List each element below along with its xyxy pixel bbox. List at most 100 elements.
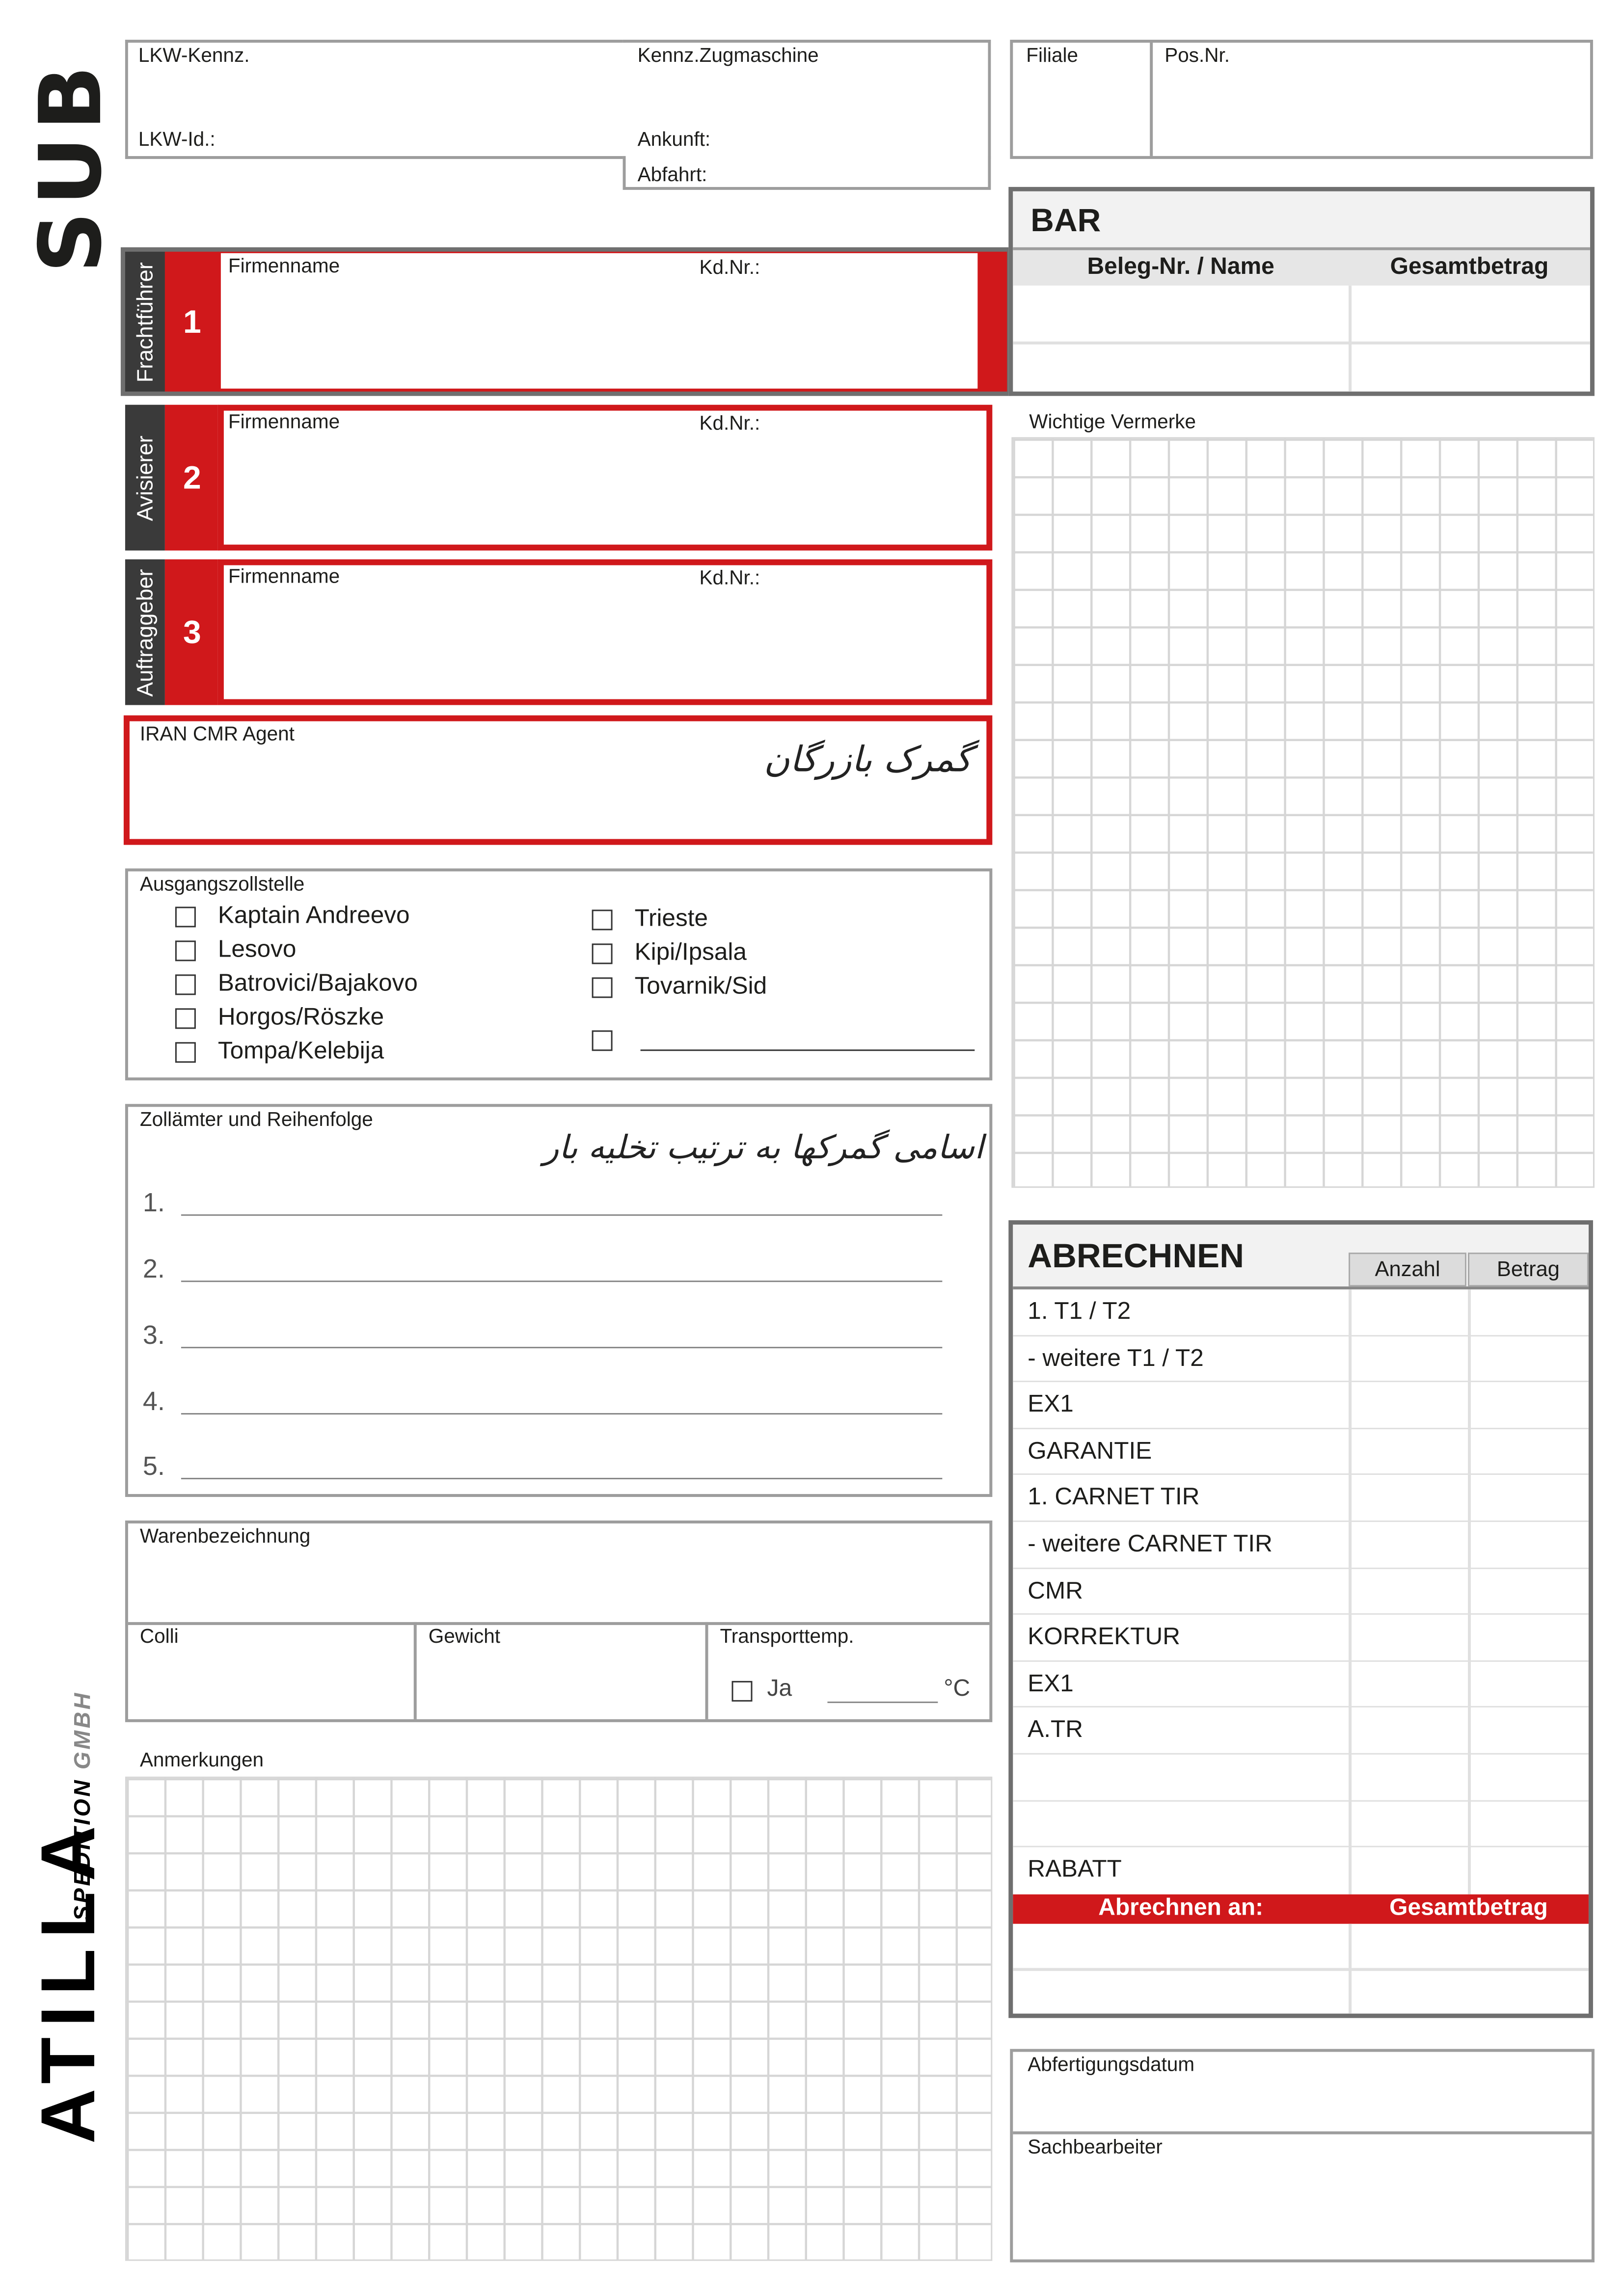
sachbearbeiter-label: Sachbearbeiter — [1028, 2136, 1163, 2158]
abrechnen-row[interactable]: RABATT — [1028, 1856, 1122, 1883]
role-label: Avisierer — [132, 435, 158, 521]
party-number: 3 — [164, 559, 219, 705]
abrechnen-row[interactable]: 1. CARNET TIR — [1013, 1475, 1589, 1522]
party-number: 2 — [164, 404, 219, 551]
sub-label: SUB — [20, 59, 121, 273]
checkbox[interactable] — [592, 1030, 613, 1051]
avisierer-block: Avisierer 2 Firmenname Kd.Nr.: — [125, 404, 993, 551]
zoll-line-field[interactable] — [181, 1281, 943, 1282]
gesamtbetrag-header: Gesamtbetrag — [1390, 254, 1549, 280]
checkbox[interactable] — [175, 907, 196, 928]
anzahl-header: Anzahl — [1349, 1253, 1467, 1287]
abrechnen-box: ABRECHNEN Anzahl Betrag 1. T1 / T2 - wei… — [1008, 1220, 1593, 2018]
abfertigung-box: Abfertigungsdatum Sachbearbeiter — [1010, 2049, 1595, 2263]
ankunft-label: Ankunft: — [637, 128, 711, 150]
option-label: Tompa/Kelebija — [217, 1038, 384, 1065]
abrechnen-row[interactable]: - weitere T1 / T2 — [1013, 1336, 1589, 1383]
abrechnen-row[interactable]: 1. T1 / T2 — [1013, 1289, 1589, 1336]
zoll-line-field[interactable] — [181, 1214, 943, 1216]
zoll-line-field[interactable] — [181, 1477, 943, 1479]
abrechnen-row[interactable]: KORREKTUR — [1013, 1615, 1589, 1662]
abrechnen-row[interactable] — [1013, 1801, 1589, 1848]
checkbox[interactable] — [175, 1042, 196, 1063]
iran-cmr-agent-box[interactable]: IRAN CMR Agent گمرک بازرگان — [123, 715, 993, 845]
line-number: 1. — [142, 1188, 165, 1218]
firmenname-label: Firmenname — [228, 254, 340, 277]
lkw-id-label: LKW-Id.: — [138, 128, 216, 150]
vermerke-label: Wichtige Vermerke — [1029, 410, 1196, 433]
bar-title: BAR — [1030, 201, 1101, 239]
ausgang-label: Ausgangszollstelle — [139, 873, 305, 895]
option-label: Tovarnik/Sid — [634, 973, 767, 1000]
transporttemp-label: Transporttemp. — [720, 1625, 854, 1647]
checkbox[interactable] — [592, 909, 613, 931]
colli-label: Colli — [139, 1625, 179, 1647]
firm-field[interactable] — [217, 559, 993, 705]
firmenname-label: Firmenname — [228, 565, 340, 587]
kdnr-label: Kd.Nr.: — [699, 256, 760, 278]
checkbox[interactable] — [175, 940, 196, 961]
filiale-label: Filiale — [1026, 44, 1079, 66]
abrechnen-an-label: Abrechnen an: — [1098, 1896, 1264, 1921]
option-label: Horgos/Röszke — [217, 1004, 384, 1031]
zoll-label: Zollämter und Reihenfolge — [139, 1108, 373, 1131]
abrechnen-an-field[interactable] — [1013, 1923, 1589, 2014]
checkbox[interactable] — [175, 974, 196, 995]
pos-nr-label: Pos.Nr. — [1164, 44, 1230, 66]
frachtfuehrer-block: Frachtführer 1 Firmenname Kd.Nr.: — [120, 247, 1012, 396]
abrechnen-row[interactable]: A.TR — [1013, 1708, 1589, 1755]
atilla-logo: ATILLA SPEDITION GMBH — [26, 1691, 112, 2144]
abfahrt-label: Abfahrt: — [637, 163, 707, 186]
bar-row[interactable] — [1013, 341, 1590, 344]
handwritten-zoll: اسامی گمرکها به ترتیب تخلیه بار — [543, 1130, 984, 1168]
kennz-zugmaschine-label: Kennz.Zugmaschine — [637, 44, 819, 66]
line-number: 4. — [142, 1387, 165, 1416]
firmenname-label: Firmenname — [228, 410, 340, 433]
zoll-line-field[interactable] — [181, 1347, 943, 1349]
ausgangszollstelle-box: Ausgangszollstelle Kaptain Andreevo Leso… — [125, 868, 993, 1081]
bar-box: BAR Beleg-Nr. / Name Gesamtbetrag — [1008, 187, 1595, 396]
auftraggeber-block: Auftraggeber 3 Firmenname Kd.Nr.: — [125, 559, 993, 705]
abrechnen-row[interactable]: EX1 — [1013, 1383, 1589, 1429]
ware-label: Warenbezeichnung — [139, 1524, 311, 1547]
abfertigungsdatum-label: Abfertigungsdatum — [1028, 2053, 1195, 2076]
firm-field[interactable] — [220, 253, 978, 389]
ja-checkbox[interactable] — [731, 1681, 753, 1702]
role-label: Frachtführer — [132, 261, 158, 382]
firm-field[interactable] — [217, 404, 993, 551]
role-label: Auftraggeber — [132, 568, 158, 696]
option-label: Kaptain Andreevo — [217, 902, 410, 929]
checkbox[interactable] — [592, 943, 613, 964]
kdnr-label: Kd.Nr.: — [699, 412, 760, 434]
abrechnen-row[interactable]: CMR — [1013, 1569, 1589, 1615]
ja-label: Ja — [767, 1676, 792, 1702]
checkbox[interactable] — [592, 977, 613, 998]
truck-info-box: LKW-Kennz. Kennz.Zugmaschine LKW-Id.: An… — [125, 39, 991, 190]
gesamtbetrag-label: Gesamtbetrag — [1389, 1896, 1548, 1921]
filiale-box: Filiale Pos.Nr. — [1010, 39, 1593, 159]
line-number: 3. — [142, 1320, 165, 1350]
zollaemter-box: Zollämter und Reihenfolge اسامی گمرکها ب… — [125, 1104, 993, 1497]
line-number: 2. — [142, 1254, 165, 1284]
abrechnen-title: ABRECHNEN — [1028, 1236, 1245, 1275]
temperature-field[interactable] — [827, 1701, 938, 1703]
option-label: Kipi/Ipsala — [634, 939, 747, 966]
abrechnen-row[interactable]: EX1 — [1013, 1661, 1589, 1709]
abrechnen-row[interactable] — [1013, 1755, 1589, 1801]
abrechnen-row[interactable]: GARANTIE — [1013, 1429, 1589, 1476]
option-label: Trieste — [634, 905, 708, 932]
kdnr-label: Kd.Nr.: — [699, 566, 760, 589]
other-line-field[interactable] — [640, 1049, 975, 1051]
abrechnen-row[interactable]: - weitere CARNET TIR — [1013, 1522, 1589, 1569]
warenbezeichnung-box: Warenbezeichnung Colli Gewicht Transport… — [125, 1520, 993, 1722]
zoll-line-field[interactable] — [181, 1413, 943, 1415]
anmerkungen-grid[interactable] — [125, 1776, 993, 2261]
checkbox[interactable] — [175, 1008, 196, 1029]
vermerke-grid[interactable] — [1011, 437, 1595, 1188]
gewicht-label: Gewicht — [428, 1625, 501, 1647]
agent-label: IRAN CMR Agent — [139, 722, 295, 745]
party-number: 1 — [164, 251, 219, 392]
anmerkungen-label: Anmerkungen — [139, 1748, 264, 1771]
lkw-kennz-label: LKW-Kennz. — [138, 44, 250, 66]
